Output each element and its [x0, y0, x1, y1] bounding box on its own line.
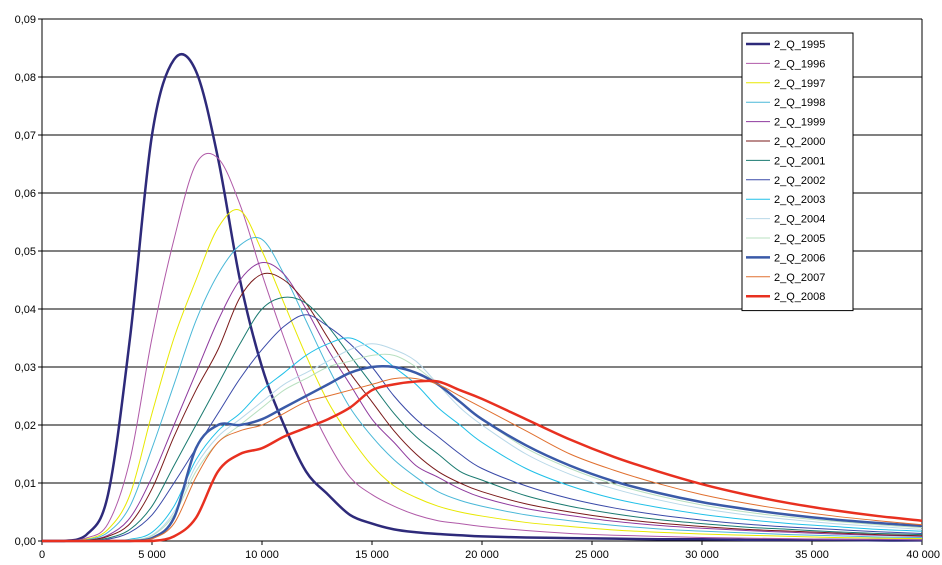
- legend-label: 2_Q_2005: [774, 233, 825, 245]
- series-line-2-q-2006: [41, 365, 923, 543]
- series-line-2-q-2008: [41, 379, 923, 543]
- x-tick-label: 0: [39, 549, 45, 561]
- legend-label: 2_Q_2008: [774, 291, 825, 303]
- legend-label: 2_Q_2006: [774, 252, 825, 264]
- series-line-2-q-1996: [41, 152, 923, 542]
- x-tick-label: 30 000: [685, 549, 719, 561]
- legend-label: 2_Q_2003: [774, 194, 825, 206]
- x-tick-label: 40 000: [906, 549, 940, 561]
- x-tick-label: 35 000: [795, 549, 829, 561]
- legend-label: 2_Q_1999: [774, 117, 825, 129]
- legend-label: 2_Q_2000: [774, 136, 825, 148]
- x-axis-tick-labels: 0 5 000 10 000 15 000 20 000 25 000 30 000 35 0…: [39, 541, 940, 561]
- legend-label: 2_Q_1998: [774, 97, 825, 109]
- x-tick-label: 5 000: [138, 549, 166, 561]
- series-lines: [41, 53, 923, 543]
- x-tick-label: 20 000: [465, 549, 499, 561]
- y-tick-label: 0,07: [15, 130, 36, 142]
- y-tick-label: 0,04: [15, 304, 36, 316]
- y-tick-label: 0,09: [15, 14, 36, 26]
- legend: 2_Q_1995 2_Q_1996 2_Q_1997 2_Q_1998 2_Q_1999…: [741, 32, 854, 312]
- y-tick-label: 0,00: [15, 536, 36, 548]
- x-tick-label: 25 000: [575, 549, 609, 561]
- y-tick-label: 0,08: [15, 72, 36, 84]
- y-tick-label: 0,05: [15, 246, 36, 258]
- series-line-2-q-2000: [41, 272, 923, 542]
- legend-label: 2_Q_2007: [774, 272, 825, 284]
- series-line-2-q-2005: [41, 353, 923, 542]
- series-line-2-q-2007: [41, 377, 923, 542]
- x-tick-label: 15 000: [355, 549, 389, 561]
- legend-label: 2_Q_2001: [774, 155, 825, 167]
- y-axis-tick-labels: 0,00 0,01 0,02 0,03 0,04 0,05 0,06 0,07 0,08 0,09: [15, 14, 36, 548]
- legend-label: 2_Q_1996: [774, 58, 825, 70]
- series-line-2-q-2003: [41, 337, 923, 542]
- legend-label: 2_Q_1997: [774, 78, 825, 90]
- series-line-2-q-1998: [41, 236, 923, 542]
- series-line-2-q-1999: [41, 262, 923, 542]
- y-tick-label: 0,02: [15, 420, 36, 432]
- legend-label: 2_Q_1995: [774, 39, 825, 51]
- y-tick-label: 0,01: [15, 478, 36, 490]
- series-line-2-q-1997: [41, 209, 923, 542]
- series-line-2-q-1995: [41, 53, 923, 543]
- legend-label: 2_Q_2004: [774, 214, 825, 226]
- y-tick-label: 0,06: [15, 188, 36, 200]
- series-line-2-q-2004: [41, 343, 923, 542]
- y-tick-label: 0,03: [15, 362, 36, 374]
- legend-box: [741, 32, 854, 312]
- legend-label: 2_Q_2002: [774, 175, 825, 187]
- x-tick-label: 10 000: [245, 549, 279, 561]
